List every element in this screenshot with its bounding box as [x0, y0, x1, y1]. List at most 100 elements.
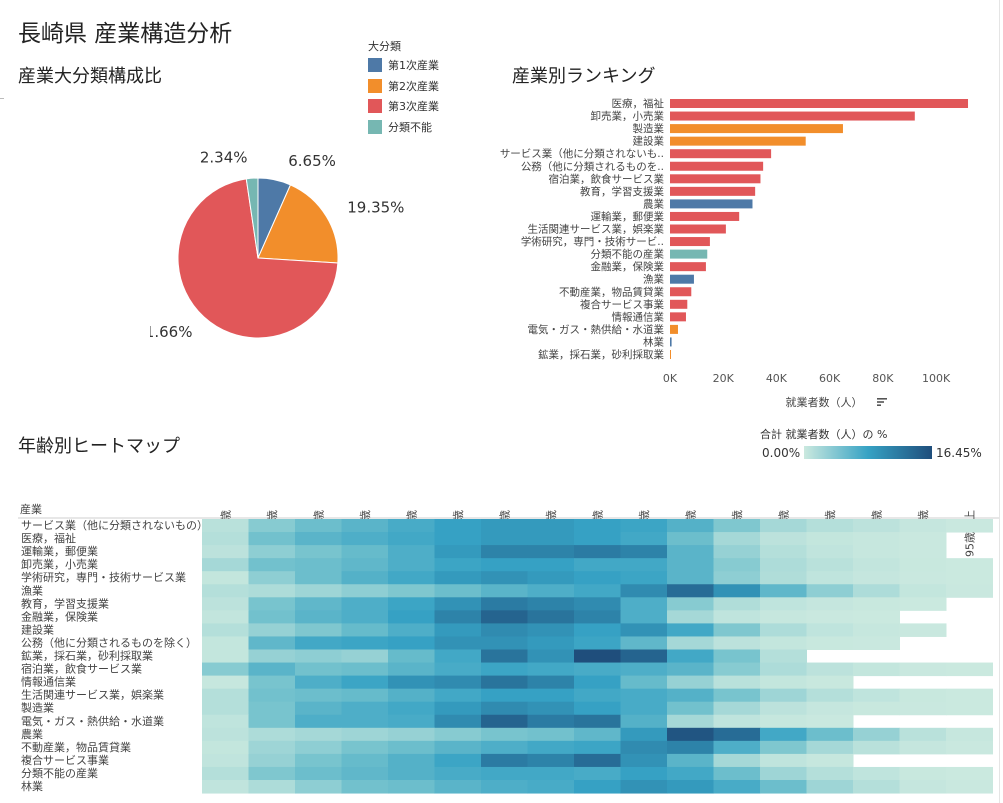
heatmap-cell[interactable] [527, 571, 575, 585]
heatmap-cell[interactable] [481, 519, 528, 533]
heatmap-cell[interactable] [574, 545, 621, 559]
heatmap-cell[interactable] [760, 701, 807, 716]
heatmap-cell[interactable] [667, 597, 714, 611]
heatmap-cell[interactable] [853, 584, 900, 598]
heatmap-cell[interactable] [760, 753, 807, 768]
heatmap-cell[interactable] [481, 675, 528, 690]
bar[interactable] [670, 186, 756, 196]
heatmap-cell[interactable] [388, 636, 435, 650]
heatmap-cell[interactable] [899, 545, 947, 559]
heatmap-cell[interactable] [853, 545, 900, 559]
heatmap-cell[interactable] [620, 740, 668, 755]
heatmap-cell[interactable] [341, 740, 389, 755]
heatmap-cell[interactable] [295, 780, 342, 794]
heatmap-cell[interactable] [295, 753, 342, 768]
heatmap-cell[interactable] [853, 727, 900, 742]
heatmap-cell[interactable] [574, 532, 621, 546]
heatmap-cell[interactable] [667, 714, 714, 729]
bar[interactable] [670, 124, 843, 134]
heatmap-cell[interactable] [760, 584, 807, 598]
heatmap-cell[interactable] [481, 597, 528, 611]
heatmap-cell[interactable] [853, 597, 900, 611]
heatmap-cell[interactable] [388, 571, 435, 585]
heatmap-cell[interactable] [341, 701, 389, 716]
heatmap-cell[interactable] [202, 688, 249, 703]
heatmap-cell[interactable] [620, 597, 668, 611]
heatmap-cell[interactable] [574, 571, 621, 585]
heatmap-cell[interactable] [667, 519, 714, 533]
heatmap-cell[interactable] [899, 623, 947, 637]
heatmap-cell[interactable] [760, 766, 807, 781]
heatmap-cell[interactable] [481, 780, 528, 794]
heatmap-cell[interactable] [248, 649, 296, 664]
heatmap-cell[interactable] [388, 532, 435, 546]
heatmap-cell[interactable] [574, 597, 621, 611]
heatmap-cell[interactable] [574, 558, 621, 572]
heatmap-cell[interactable] [295, 636, 342, 650]
heatmap-cell[interactable] [341, 597, 389, 611]
heatmap-cell[interactable] [620, 558, 668, 572]
heatmap-cell[interactable] [620, 780, 668, 794]
heatmap-cell[interactable] [620, 584, 668, 598]
heatmap-cell[interactable] [248, 688, 296, 703]
heatmap-cell[interactable] [713, 623, 761, 637]
heatmap-cell[interactable] [574, 780, 621, 794]
heatmap-cell[interactable] [760, 597, 807, 611]
heatmap-cell[interactable] [667, 610, 714, 624]
legend-item-tertiary[interactable]: 第3次産業 [368, 98, 439, 114]
heatmap-cell[interactable] [713, 545, 761, 559]
heatmap-cell[interactable] [527, 623, 575, 637]
heatmap-cell[interactable] [574, 727, 621, 742]
heatmap-cell[interactable] [481, 532, 528, 546]
heatmap-cell[interactable] [667, 701, 714, 716]
heatmap-cell[interactable] [295, 675, 342, 690]
heatmap-cell[interactable] [899, 727, 947, 742]
heatmap-cell[interactable] [853, 623, 900, 637]
heatmap-cell[interactable] [341, 780, 389, 794]
legend-item-unclassified[interactable]: 分類不能 [368, 119, 432, 135]
heatmap-cell[interactable] [248, 675, 296, 690]
heatmap-cell[interactable] [806, 675, 854, 690]
heatmap-cell[interactable] [806, 610, 854, 624]
pie-slice[interactable] [257, 184, 339, 264]
heatmap-cell[interactable] [667, 584, 714, 598]
heatmap-cell[interactable] [713, 766, 761, 781]
heatmap-cell[interactable] [434, 740, 482, 755]
heatmap-cell[interactable] [248, 662, 296, 677]
heatmap-cell[interactable] [388, 610, 435, 624]
heatmap-cell[interactable] [806, 714, 854, 729]
heatmap-cell[interactable] [481, 610, 528, 624]
heatmap-cell[interactable] [574, 519, 621, 533]
heatmap-cell[interactable] [574, 623, 621, 637]
heatmap-cell[interactable] [853, 688, 900, 703]
heatmap-cell[interactable] [295, 662, 342, 677]
heatmap-cell[interactable] [248, 753, 296, 768]
heatmap-cell[interactable] [946, 701, 993, 716]
heatmap-cell[interactable] [853, 519, 900, 533]
heatmap-cell[interactable] [527, 610, 575, 624]
heatmap-cell[interactable] [667, 766, 714, 781]
heatmap-cell[interactable] [341, 766, 389, 781]
heatmap-cell[interactable] [481, 545, 528, 559]
heatmap-cell[interactable] [388, 780, 435, 794]
heatmap-cell[interactable] [248, 558, 296, 572]
heatmap-cell[interactable] [853, 610, 900, 624]
heatmap-cell[interactable] [202, 714, 249, 729]
heatmap-cell[interactable] [248, 584, 296, 598]
heatmap-cell[interactable] [295, 688, 342, 703]
heatmap-cell[interactable] [620, 714, 668, 729]
heatmap-cell[interactable] [434, 780, 482, 794]
heatmap-cell[interactable] [202, 558, 249, 572]
heatmap-cell[interactable] [574, 675, 621, 690]
heatmap-cell[interactable] [527, 584, 575, 598]
heatmap-cell[interactable] [574, 662, 621, 677]
heatmap-cell[interactable] [620, 701, 668, 716]
heatmap-cell[interactable] [527, 662, 575, 677]
heatmap-cell[interactable] [248, 740, 296, 755]
heatmap-cell[interactable] [667, 636, 714, 650]
heatmap-cell[interactable] [202, 753, 249, 768]
heatmap-cell[interactable] [620, 766, 668, 781]
heatmap-cell[interactable] [806, 532, 854, 546]
heatmap-cell[interactable] [341, 545, 389, 559]
heatmap-cell[interactable] [899, 571, 947, 585]
